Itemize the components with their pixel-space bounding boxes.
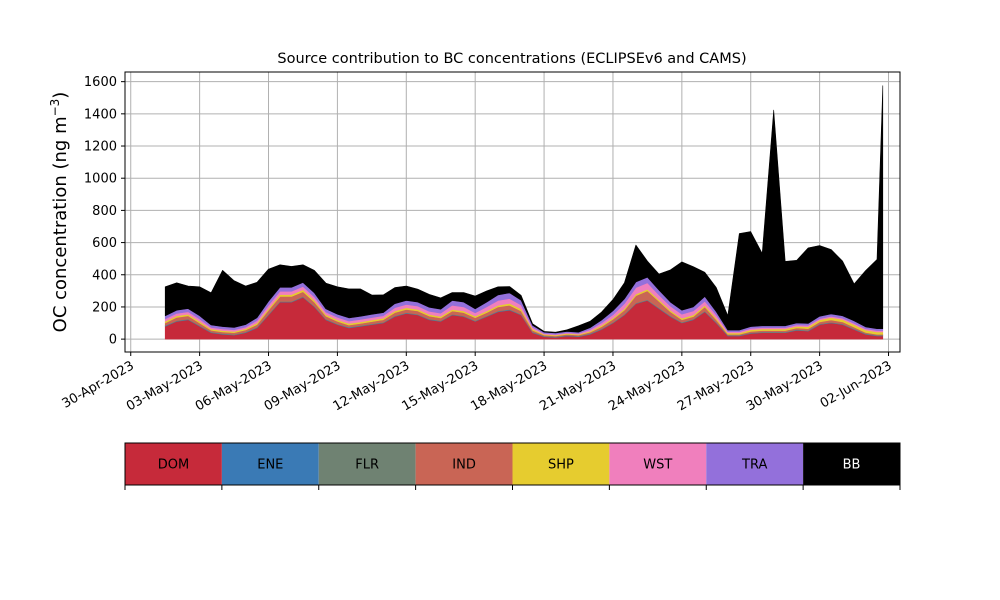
y-tick-label: 1000 bbox=[84, 172, 117, 187]
legend-label-wst: WST bbox=[643, 458, 672, 473]
y-axis-ticks: 0 200 400 600 800 1000 1200 1400 1600 bbox=[84, 75, 125, 348]
y-axis-label-main: OC concentration (ng m bbox=[50, 116, 71, 332]
area-series-bb bbox=[164, 85, 884, 334]
legend-swatch-tra bbox=[706, 443, 804, 485]
legend-swatch-ind bbox=[415, 443, 513, 485]
y-axis-label-exponent: −3 bbox=[48, 99, 62, 117]
y-tick-label: 200 bbox=[92, 300, 117, 315]
x-tick-label: 12-May-2023 bbox=[331, 358, 413, 414]
y-axis-label: OC concentration (ng m−3) bbox=[48, 92, 71, 333]
y-tick-label: 1200 bbox=[84, 140, 117, 155]
y-tick-label: 600 bbox=[92, 236, 117, 251]
plot-frame bbox=[124, 71, 901, 353]
legend-label-flr: FLR bbox=[355, 458, 379, 473]
legend-label-shp: SHP bbox=[548, 458, 574, 473]
legend-label-ind: IND bbox=[452, 458, 476, 473]
x-tick-label: 06-May-2023 bbox=[193, 358, 275, 414]
legend-swatch-bb bbox=[803, 443, 900, 485]
legend-swatch-ene bbox=[221, 443, 319, 485]
legend-label-bb: BB bbox=[843, 458, 861, 473]
y-tick-label: 400 bbox=[92, 268, 117, 283]
legend-swatch-shp bbox=[512, 443, 610, 485]
x-tick-label: 09-May-2023 bbox=[262, 358, 344, 414]
x-tick-label: 18-May-2023 bbox=[468, 358, 550, 414]
legend-label-dom: DOM bbox=[158, 458, 189, 473]
chart-title: Source contribution to BC concentrations… bbox=[277, 51, 746, 67]
legend-label-ene: ENE bbox=[257, 458, 283, 473]
x-tick-label: 27-May-2023 bbox=[675, 358, 757, 414]
x-tick-label: 21-May-2023 bbox=[537, 358, 619, 414]
legend-swatch-dom bbox=[125, 443, 222, 485]
x-tick-label: 02-Jun-2023 bbox=[818, 358, 895, 411]
legend-frame bbox=[124, 442, 901, 486]
x-axis-ticks: 30-Apr-202303-May-202306-May-202309-May-… bbox=[60, 352, 895, 414]
y-axis-label-close: ) bbox=[50, 92, 71, 99]
y-tick-label: 0 bbox=[109, 333, 117, 348]
x-tick-label: 30-May-2023 bbox=[744, 358, 826, 414]
x-tick-label: 03-May-2023 bbox=[124, 358, 206, 414]
y-tick-label: 1400 bbox=[84, 107, 117, 122]
x-tick-label: 15-May-2023 bbox=[400, 358, 482, 414]
legend-label-tra: TRA bbox=[741, 458, 767, 473]
stacked-area-plot bbox=[164, 85, 884, 340]
legend-swatch-flr bbox=[318, 443, 416, 485]
x-tick-label: 24-May-2023 bbox=[606, 358, 688, 414]
legend-colorbar: DOM ENE FLR IND SHP WST TRA BB bbox=[124, 442, 901, 490]
legend-swatch-wst bbox=[609, 443, 707, 485]
y-tick-label: 800 bbox=[92, 204, 117, 219]
y-tick-label: 1600 bbox=[84, 75, 117, 90]
